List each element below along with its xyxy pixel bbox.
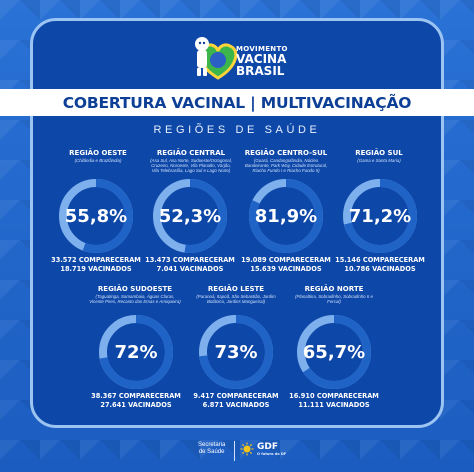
vaccinated-count: 11.111 VACINADOS [298, 400, 370, 409]
region-stats: 15.146 COMPARECERAM 10.786 VACINADOS [334, 256, 426, 274]
gauge-fill-arc [297, 315, 371, 389]
vaccinated-count: 18.719 VACINADOS [60, 264, 132, 273]
region-stats: 13.473 COMPARECERAM 7.041 VACINADOS [144, 256, 236, 274]
gdf-wordmark: GDF O futuro do DF [257, 442, 286, 456]
gdf-label: GDF [257, 442, 279, 452]
gauge-fill-arc [99, 315, 173, 389]
coverage-gauge: 73% [198, 314, 274, 390]
coverage-percent: 72% [114, 341, 158, 363]
gauge-fill-arc [343, 179, 417, 253]
coverage-gauge: 72% [98, 314, 174, 390]
secretaria-line-1: Secretaria [198, 442, 226, 448]
region-name: REGIÃO CENTRO-SUL [244, 149, 328, 157]
footer: Secretaria de Saúde GDF O futuro do DF [0, 440, 474, 466]
vaccinated-count: 15.639 VACINADOS [250, 264, 322, 273]
attended-count: 16.910 COMPARECERAM [289, 392, 379, 400]
coverage-gauge: 71,2% [342, 178, 418, 254]
movimento-vacina-brasil-logo: MOVIMENTO VACINA BRASIL [188, 28, 288, 84]
gauge-ring [249, 179, 323, 253]
region-areas: (Planaltina, Sobradinho, Sobradinho II e… [295, 294, 373, 305]
vaccinated-count: 7.041 VACINADOS [156, 264, 224, 273]
logo-line-1: MOVIMENTO [236, 45, 288, 53]
region-areas: (Asa Sul, Asa Norte, Sudoeste/Octogonal,… [150, 158, 232, 174]
logo-line-3: BRASIL [236, 64, 285, 78]
gauge-ring [297, 315, 371, 389]
region-areas: (Paranoá, Itapoã, São Sebastião, Jardim … [196, 294, 276, 305]
coverage-percent: 71,2% [348, 205, 412, 227]
region-name: REGIÃO OESTE [69, 149, 127, 157]
attended-count: 19.089 COMPARECERAM [241, 256, 331, 264]
region-areas: (Gama e Santa Maria) [357, 158, 401, 163]
region-oeste-header: REGIÃO OESTE (Chilândia e Brazlândia) [58, 149, 138, 163]
gdf-tagline: O futuro do DF [257, 452, 287, 456]
attended-count: 38.367 COMPARECERAM [91, 392, 181, 400]
vaccinated-count: 27.641 VACINADOS [100, 400, 172, 409]
region-central-header: REGIÃO CENTRAL (Asa Sul, Asa Norte, Sudo… [148, 149, 234, 173]
region-leste-header: REGIÃO LESTE (Paranoá, Itapoã, São Sebas… [190, 285, 282, 304]
region-stats: 9.417 COMPARECERAM 6.871 VACINADOS [190, 392, 282, 410]
vaccinated-count: 6.871 VACINADOS [202, 400, 270, 409]
region-name: REGIÃO CENTRAL [156, 149, 226, 157]
gauge-fill-arc [199, 315, 273, 389]
gdf-logo: GDF O futuro do DF [240, 442, 286, 456]
attended-count: 13.473 COMPARECERAM [145, 256, 235, 264]
region-stats: 33.572 COMPARECERAM 18.719 VACINADOS [50, 256, 142, 274]
gauge-ring [153, 179, 227, 253]
region-name: REGIÃO SUDOESTE [97, 285, 173, 293]
gauge-fill-arc [249, 179, 323, 253]
title-banner: COBERTURA VACINAL | MULTIVACINAÇÃO [0, 89, 474, 116]
coverage-percent: 52,3% [158, 205, 222, 227]
coverage-gauge: 55,8% [58, 178, 134, 254]
logo-line-2: VACINA [236, 52, 287, 66]
gauge-ring [99, 315, 173, 389]
region-areas: (Guará, Candangolândia, Núcleo Bandeiran… [244, 158, 328, 174]
region-sul-header: REGIÃO SUL (Gama e Santa Maria) [338, 149, 420, 163]
region-sudoeste-header: REGIÃO SUDOESTE (Taguatinga, Samambaia, … [88, 285, 182, 304]
attended-count: 15.146 COMPARECERAM [335, 256, 425, 264]
coverage-gauge: 81,9% [248, 178, 324, 254]
gauge-fill-arc [153, 179, 227, 253]
region-norte-header: REGIÃO NORTE (Planaltina, Sobradinho, So… [288, 285, 380, 304]
coverage-percent: 65,7% [302, 341, 366, 363]
section-subtitle: REGIÕES DE SAÚDE [153, 124, 321, 136]
region-centro-sul-header: REGIÃO CENTRO-SUL (Guará, Candangolândia… [244, 149, 328, 173]
coverage-percent: 55,8% [64, 205, 128, 227]
gauge-ring [59, 179, 133, 253]
sun-icon [240, 442, 254, 456]
gauge-fill-arc [59, 179, 133, 253]
coverage-gauge: 52,3% [152, 178, 228, 254]
page-title: COBERTURA VACINAL | MULTIVACINAÇÃO [62, 93, 412, 112]
footer-divider [234, 441, 235, 461]
secretaria-logo: Secretaria de Saúde [198, 442, 225, 455]
region-stats: 19.089 COMPARECERAM 15.639 VACINADOS [240, 256, 332, 274]
vaccinated-count: 10.786 VACINADOS [344, 264, 416, 273]
secretaria-line-2: de Saúde [198, 448, 225, 455]
region-areas: (Taguatinga, Samambaia, Águas Claras, Vi… [89, 294, 181, 305]
region-areas: (Chilândia e Brazlândia) [74, 158, 122, 163]
coverage-percent: 73% [214, 341, 258, 363]
gauge-ring [343, 179, 417, 253]
coverage-percent: 81,9% [254, 205, 318, 227]
coverage-gauge: 65,7% [296, 314, 372, 390]
attended-count: 9.417 COMPARECERAM [193, 392, 279, 400]
logo-wordmark: MOVIMENTO VACINA BRASIL [236, 45, 288, 78]
region-name: REGIÃO SUL [355, 149, 403, 157]
attended-count: 33.572 COMPARECERAM [51, 256, 141, 264]
region-stats: 16.910 COMPARECERAM 11.111 VACINADOS [288, 392, 380, 410]
region-stats: 38.367 COMPARECERAM 27.641 VACINADOS [90, 392, 182, 410]
gauge-ring [199, 315, 273, 389]
content-card [30, 18, 444, 428]
region-name: REGIÃO NORTE [304, 285, 364, 293]
region-name: REGIÃO LESTE [207, 285, 265, 293]
